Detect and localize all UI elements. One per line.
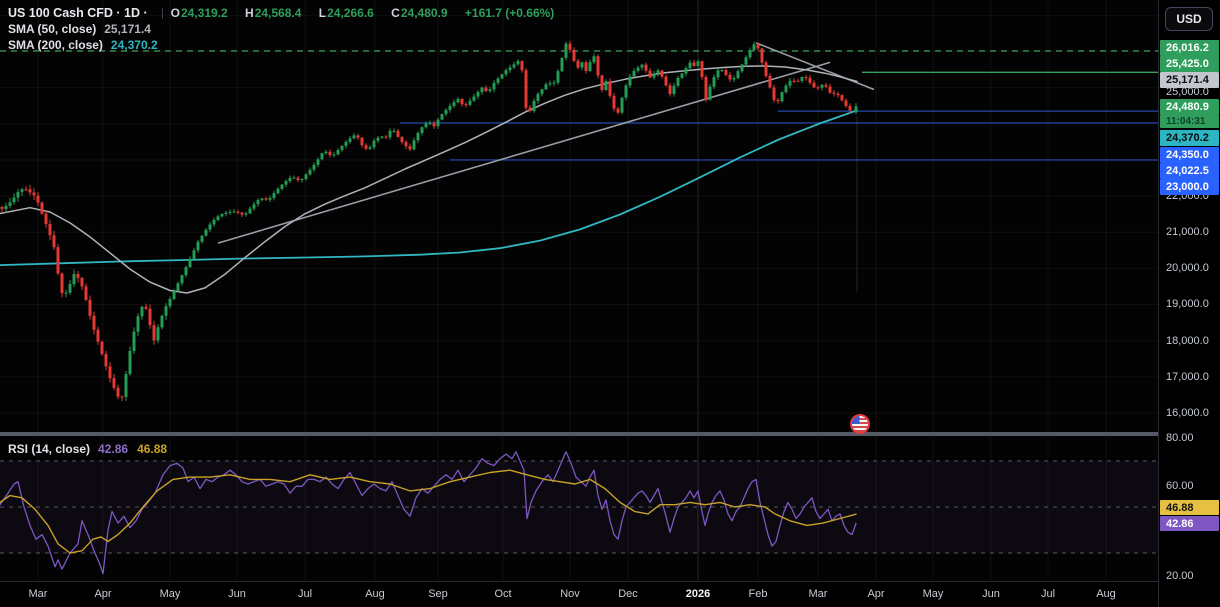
time-tick-label: Jun bbox=[228, 588, 246, 600]
price-axis[interactable]: USD 25,000.0 22,000.0 21,000.0 20,000.0 19,0… bbox=[1158, 0, 1220, 607]
time-tick-label: Nov bbox=[560, 588, 580, 600]
time-tick-label: Dec bbox=[618, 588, 638, 600]
rsi-plot-line bbox=[0, 451, 857, 575]
rsi-ma-value: 46.88 bbox=[137, 442, 168, 456]
high-value: 24,568.4 bbox=[254, 6, 302, 20]
axis-tick-label: 17,000.0 bbox=[1166, 371, 1209, 383]
main-price-pane[interactable] bbox=[0, 0, 1158, 432]
time-tick-label: Aug bbox=[1096, 588, 1116, 600]
axis-tick-label: 80.00 bbox=[1166, 432, 1194, 444]
time-tick-label: Apr bbox=[94, 588, 112, 600]
price-badge: 46.88 bbox=[1160, 500, 1219, 515]
time-tick-label: Sep bbox=[428, 588, 448, 600]
price-badge: 25,425.0 bbox=[1160, 56, 1219, 72]
sma200-line bbox=[0, 109, 858, 267]
sma50-legend-row[interactable]: SMA (50, close) 25,171.4 bbox=[8, 21, 561, 37]
time-tick-label: May bbox=[159, 588, 181, 600]
rsi-ma-line bbox=[0, 469, 857, 554]
price-badge: 24,350.0 bbox=[1160, 147, 1219, 163]
chart-legend: US 100 Cash CFD · 1D · O24,319.2 H24,568… bbox=[8, 5, 561, 53]
axis-tick-label: 20.00 bbox=[1166, 570, 1194, 582]
time-axis[interactable]: Mar Apr May Jun Jul Aug Sep Oct Nov Dec 2026 Feb Mar… bbox=[0, 581, 1220, 607]
close-label: C bbox=[391, 6, 400, 20]
price-badge: 24,480.9 bbox=[1160, 99, 1219, 115]
time-tick-label: Jul bbox=[297, 588, 313, 600]
time-tick-label: Jun bbox=[982, 588, 1000, 600]
time-tick-label: Feb bbox=[748, 588, 768, 600]
axis-tick-label: 60.00 bbox=[1166, 480, 1194, 492]
legend-divider bbox=[161, 7, 163, 19]
price-badge: 23,000.0 bbox=[1160, 179, 1219, 195]
time-tick-label: Jul bbox=[1040, 588, 1056, 600]
rsi-legend-row[interactable]: RSI (14, close) 42.86 46.88 bbox=[8, 442, 167, 456]
us-flag-event-icon[interactable] bbox=[850, 414, 870, 434]
time-tick-label: Aug bbox=[365, 588, 385, 600]
price-badge: 42.86 bbox=[1160, 516, 1219, 531]
time-tick-label: 2026 bbox=[685, 588, 711, 600]
price-badge: 24,022.5 bbox=[1160, 163, 1219, 179]
rsi-value: 42.86 bbox=[98, 442, 129, 456]
sma50-value: 25,171.4 bbox=[104, 22, 151, 36]
open-value: 24,319.2 bbox=[180, 6, 228, 20]
ohlc-values: O24,319.2 H24,568.4 L24,266.6 C24,480.9 … bbox=[171, 5, 562, 21]
sma50-label: SMA (50, close) bbox=[8, 22, 97, 36]
axis-tick-label: 20,000.0 bbox=[1166, 262, 1209, 274]
axis-tick-label: 19,000.0 bbox=[1166, 298, 1209, 310]
price-badge: 11:04:31 bbox=[1160, 115, 1219, 128]
time-tick-label: Oct bbox=[494, 588, 512, 600]
time-tick-label: Mar bbox=[28, 588, 48, 600]
time-tick-label: Mar bbox=[808, 588, 828, 600]
symbol-title[interactable]: US 100 Cash CFD · 1D · bbox=[8, 6, 148, 20]
sma50-line bbox=[0, 65, 858, 294]
low-label: L bbox=[318, 6, 327, 20]
candles-layer bbox=[0, 40, 858, 402]
rsi-pane[interactable] bbox=[0, 0, 1158, 607]
close-value: 24,480.9 bbox=[400, 6, 448, 20]
time-tick-label: May bbox=[922, 588, 944, 600]
axis-tick-label: 18,000.0 bbox=[1166, 335, 1209, 347]
symbol-legend-row[interactable]: US 100 Cash CFD · 1D · O24,319.2 H24,568… bbox=[8, 5, 561, 21]
change-value: +161.7 (+0.66%) bbox=[464, 6, 555, 20]
sma200-legend-row[interactable]: SMA (200, close) 24,370.2 bbox=[8, 37, 561, 53]
level-lines-layer[interactable] bbox=[0, 50, 1158, 161]
pane-resize-handle[interactable] bbox=[0, 432, 1220, 436]
low-value: 24,266.6 bbox=[327, 6, 374, 20]
axis-tick-label: 21,000.0 bbox=[1166, 226, 1209, 238]
axis-tick-label: 25,000.0 bbox=[1166, 86, 1209, 98]
sma200-label: SMA (200, close) bbox=[8, 38, 103, 52]
price-badge: 25,171.4 bbox=[1160, 72, 1219, 88]
price-badge: 26,016.2 bbox=[1160, 40, 1219, 56]
price-badge: 24,370.2 bbox=[1160, 130, 1219, 146]
open-label: O bbox=[170, 6, 180, 20]
axis-tick-label: 16,000.0 bbox=[1166, 407, 1209, 419]
trendlines-layer[interactable] bbox=[217, 42, 875, 244]
rsi-label: RSI (14, close) bbox=[8, 442, 91, 456]
time-tick-label: Apr bbox=[867, 588, 885, 600]
sma200-value: 24,370.2 bbox=[110, 38, 158, 52]
high-label: H bbox=[245, 6, 254, 20]
currency-usd-button[interactable]: USD bbox=[1165, 7, 1213, 31]
